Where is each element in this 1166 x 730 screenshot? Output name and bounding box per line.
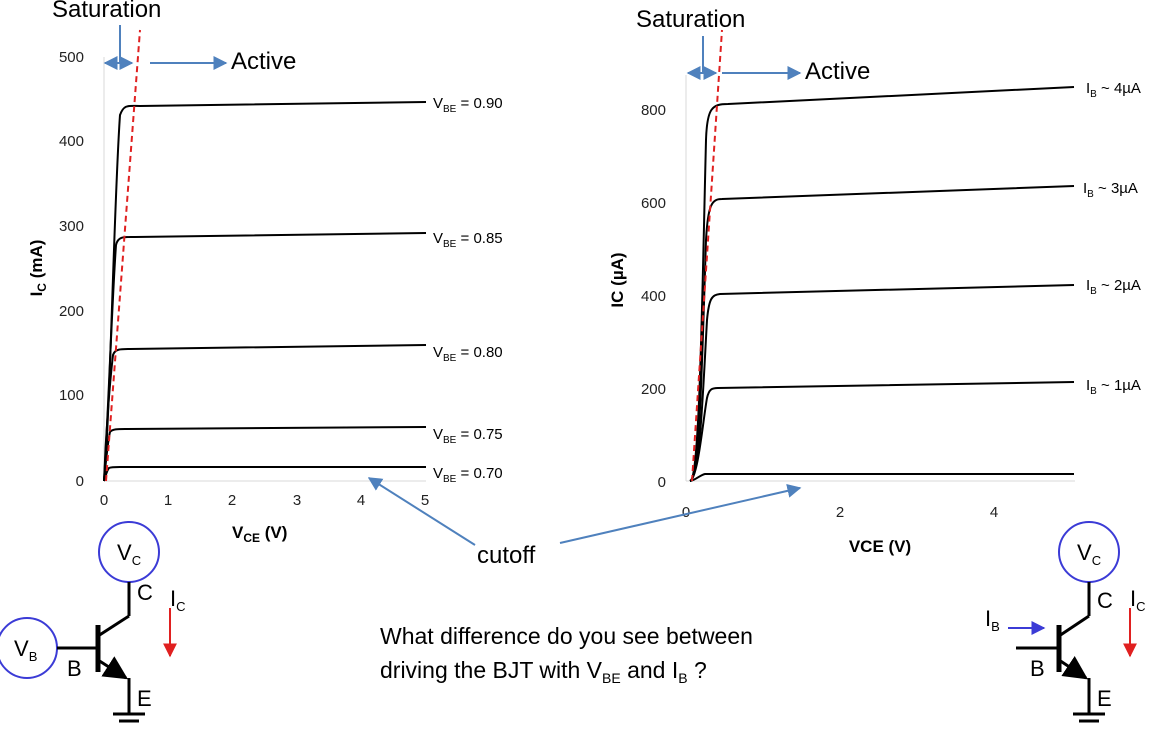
left-ytick: 200 <box>59 303 84 320</box>
right-xtick: 4 <box>990 504 998 521</box>
left-y-axis-title: IC (mA) <box>27 240 49 297</box>
left-c-label: C <box>137 580 153 605</box>
left-chart: 0 100 200 300 400 500 0 1 2 3 4 5 IC (mA… <box>27 0 503 545</box>
right-x-axis-title: VCE (V) <box>849 537 911 556</box>
left-curve-vbe-080 <box>103 344 427 482</box>
right-curve-label: IB ~ 3µA <box>1083 180 1138 200</box>
right-xtick: 0 <box>682 504 690 521</box>
left-curve-label: VBE = 0.70 <box>433 465 503 485</box>
right-curve-ib-4 <box>689 86 1075 482</box>
right-collector-lead <box>1058 614 1090 638</box>
right-active-label: Active <box>805 58 870 85</box>
question-line-1: What difference do you see between <box>380 623 753 649</box>
right-ytick: 0 <box>658 474 666 491</box>
left-b-label: B <box>67 656 82 681</box>
right-xtick: 2 <box>836 504 844 521</box>
right-curve-ib-1 <box>689 381 1075 482</box>
right-curve-label: IB ~ 2µA <box>1086 277 1141 297</box>
left-x-axis-title: VCE (V) <box>232 523 287 545</box>
right-bjt-circuit <box>1008 521 1137 723</box>
right-curve-ib-3 <box>689 185 1075 482</box>
left-xtick: 3 <box>293 492 301 509</box>
left-active-label: Active <box>231 48 296 75</box>
left-xtick: 5 <box>421 492 429 509</box>
left-vb-label: VB <box>14 636 37 664</box>
left-ic-label: IC <box>170 586 186 614</box>
right-emitter-lead <box>1058 656 1088 680</box>
left-saturation-label: Saturation <box>52 0 161 23</box>
left-curve-label: VBE = 0.90 <box>433 95 503 115</box>
left-xtick: 4 <box>357 492 365 509</box>
right-ib-label: IB <box>985 606 1000 634</box>
left-ytick: 100 <box>59 387 84 404</box>
left-ytick: 300 <box>59 218 84 235</box>
left-curve-vbe-090 <box>103 101 427 482</box>
left-curve-label: VBE = 0.85 <box>433 230 503 250</box>
right-saturation-label: Saturation <box>636 6 745 33</box>
left-xtick: 0 <box>100 492 108 509</box>
right-e-label: E <box>1097 686 1112 711</box>
right-c-label: C <box>1097 588 1113 613</box>
left-saturation-boundary <box>105 29 141 482</box>
question-text: What difference do you see between drivi… <box>380 623 753 686</box>
left-collector-lead <box>97 614 130 638</box>
left-curve-label: VBE = 0.80 <box>433 344 503 364</box>
right-curve-label: IB ~ 4µA <box>1086 80 1141 100</box>
right-chart: 0 200 400 600 800 0 2 4 IC (µA) VCE (V) … <box>608 6 1141 556</box>
cutoff-label: cutoff <box>477 542 536 569</box>
cutoff-arrow-left <box>367 477 476 546</box>
left-bjt-circuit <box>0 521 177 723</box>
left-curve-label: VBE = 0.75 <box>433 426 503 446</box>
left-curve-vbe-085 <box>103 232 427 482</box>
right-ytick: 200 <box>641 381 666 398</box>
right-curve-label: IB ~ 1µA <box>1086 377 1141 397</box>
right-ytick: 600 <box>641 195 666 212</box>
right-curve-ib-0 <box>689 473 1074 482</box>
left-ytick: 500 <box>59 49 84 66</box>
right-ytick: 800 <box>641 102 666 119</box>
left-xtick: 2 <box>228 492 236 509</box>
left-curve-vbe-070 <box>103 466 426 482</box>
left-ytick: 400 <box>59 133 84 150</box>
right-ytick: 400 <box>641 288 666 305</box>
left-ytick: 0 <box>76 473 84 490</box>
left-emitter-lead <box>97 656 129 680</box>
question-line-2: driving the BJT with VBE and IB ? <box>380 657 707 686</box>
cutoff-arrow-right <box>559 483 802 544</box>
left-e-label: E <box>137 686 152 711</box>
right-y-axis-title: IC (µA) <box>608 252 627 307</box>
right-b-label: B <box>1030 656 1045 681</box>
right-ic-label: IC <box>1130 586 1146 614</box>
left-vc-label: VC <box>117 540 141 568</box>
left-xtick: 1 <box>164 492 172 509</box>
right-saturation-boundary <box>691 29 723 482</box>
left-curve-vbe-075 <box>103 426 427 482</box>
right-vc-label: VC <box>1077 540 1101 568</box>
cutoff-annotation: cutoff <box>367 477 802 569</box>
